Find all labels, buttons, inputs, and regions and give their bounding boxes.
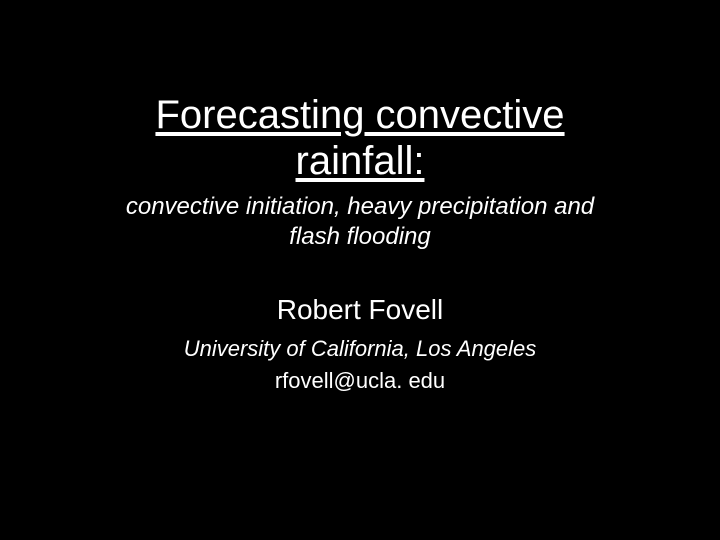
author-email: rfovell@ucla. edu (275, 368, 445, 394)
slide-title: Forecasting convective rainfall: (155, 92, 564, 184)
title-line-1: Forecasting convective (155, 93, 564, 137)
slide-subtitle: convective initiation, heavy precipitati… (126, 192, 594, 252)
subtitle-line-1: convective initiation, heavy precipitati… (126, 193, 594, 220)
title-line-2: rainfall: (296, 139, 425, 183)
author-affiliation: University of California, Los Angeles (184, 336, 537, 362)
author-name: Robert Fovell (277, 294, 444, 326)
subtitle-line-2: flash flooding (289, 223, 430, 250)
